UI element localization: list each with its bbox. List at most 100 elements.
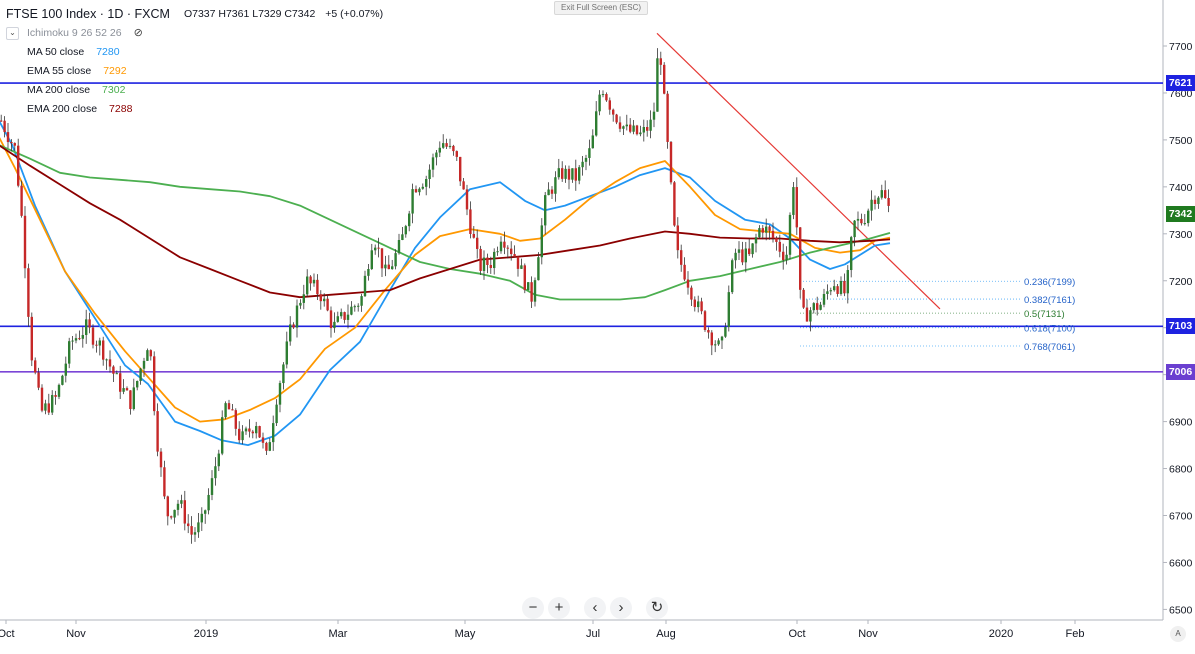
candle-body — [37, 372, 40, 388]
candle-body — [74, 338, 78, 341]
candle-body — [275, 404, 278, 424]
chevron-down-icon[interactable]: ⌄ — [6, 27, 19, 40]
candle-body — [384, 264, 387, 269]
candle-body — [340, 312, 343, 317]
candle-body — [61, 375, 64, 385]
candle-body — [499, 241, 503, 252]
candle-body — [10, 142, 13, 144]
candle-body — [710, 332, 713, 346]
indicator-row[interactable]: EMA 55 close 7292 — [6, 62, 383, 81]
reset-chart-button[interactable]: ↻ — [646, 597, 668, 619]
candle-body — [833, 286, 836, 291]
candle-body — [91, 327, 95, 345]
candle-body — [306, 276, 309, 295]
candle-body — [686, 279, 690, 288]
candle-body — [578, 167, 581, 181]
candle-body — [618, 122, 622, 129]
candle-body — [561, 168, 564, 179]
candle-body — [142, 360, 146, 369]
price-tick-label: 7300 — [1169, 229, 1193, 241]
candle-body — [108, 359, 112, 367]
price-badge: 7006 — [1166, 363, 1195, 380]
fibonacci-levels: 0.236(7199) 0.382(7161) 0.5(7131) 0.618(710… — [800, 277, 1075, 353]
candle-body — [88, 319, 91, 328]
candle-body — [323, 298, 326, 302]
candle-body — [873, 199, 877, 204]
candle-body — [625, 124, 628, 127]
candle-body — [170, 516, 173, 518]
candle-body — [414, 189, 418, 193]
scroll-left-button[interactable]: ‹ — [584, 597, 606, 619]
change-value: +5 (+0.07%) — [325, 8, 384, 20]
candle-body — [397, 240, 401, 254]
candle-body — [856, 218, 860, 221]
ichimoku-row[interactable]: ⌄ Ichimoku 9 26 52 26 ⊘ — [6, 24, 383, 43]
indicator-row[interactable]: EMA 200 close 7288 — [6, 100, 383, 119]
candle-body — [377, 247, 380, 249]
candle-body — [608, 100, 611, 110]
candle-body — [316, 279, 319, 295]
eye-slash-icon[interactable]: ⊘ — [133, 27, 143, 39]
candle-body — [387, 264, 390, 270]
zoom-out-button[interactable]: − — [522, 597, 544, 619]
candle-body — [659, 58, 662, 65]
candle-body — [459, 156, 462, 182]
candle-body — [663, 64, 666, 94]
candle-body — [639, 132, 642, 135]
indicator-value: 7288 — [109, 103, 133, 115]
fib-label: 0.618(7100) — [1024, 324, 1075, 335]
candle-body — [272, 423, 275, 443]
candle-body — [302, 294, 305, 303]
candle-body — [115, 373, 118, 375]
candle-body — [156, 411, 159, 452]
ma-line — [0, 120, 891, 446]
indicator-row[interactable]: MA 50 close 7280 — [6, 43, 383, 62]
candle-body — [680, 250, 683, 265]
candle-body — [540, 225, 543, 258]
candle-body — [255, 426, 258, 434]
candle-body — [146, 350, 149, 361]
candle-body — [78, 338, 81, 340]
candle-body — [132, 387, 135, 410]
candle-body — [122, 388, 125, 392]
candle-body — [788, 214, 792, 255]
exit-fullscreen-button[interactable]: Exit Full Screen (ESC) — [554, 1, 649, 15]
candle-body — [530, 282, 533, 302]
candle-body — [125, 388, 129, 391]
navigation-toolbar: − + ‹ › ↻ — [522, 597, 668, 619]
candle-body — [595, 111, 598, 136]
candle-body — [469, 209, 472, 234]
auto-scale-button[interactable]: A — [1170, 626, 1186, 642]
candle-body — [870, 199, 873, 211]
trendline — [656, 32, 941, 310]
resistance-trendline — [656, 32, 941, 310]
zoom-in-button[interactable]: + — [548, 597, 570, 619]
price-tick-label: 6800 — [1169, 464, 1193, 476]
symbol-title: FTSE 100 Index · 1D · FXCM — [6, 7, 170, 21]
candle-body — [30, 316, 33, 361]
time-tick-label: May — [455, 628, 476, 640]
candle-body — [822, 293, 826, 305]
candle-body — [717, 340, 720, 345]
candle-body — [850, 237, 853, 271]
candle-body — [836, 286, 839, 294]
candle-body — [204, 510, 207, 514]
candle-body — [452, 145, 455, 152]
time-tick-label: Feb — [1066, 628, 1085, 640]
candle-body — [333, 321, 336, 329]
ma-line — [0, 137, 891, 423]
candle-body — [193, 532, 197, 535]
candle-body — [771, 230, 775, 239]
candle-body — [816, 303, 819, 310]
scroll-right-button[interactable]: › — [610, 597, 632, 619]
candle-body — [520, 265, 523, 269]
candle-body — [350, 306, 353, 315]
candle-body — [537, 257, 540, 281]
price-tick-label: 7700 — [1169, 41, 1193, 53]
indicator-row[interactable]: MA 200 close 7302 — [6, 81, 383, 100]
price-badge: 7342 — [1166, 206, 1195, 223]
candle-body — [768, 226, 771, 231]
ichimoku-label: Ichimoku 9 26 52 26 — [27, 27, 122, 39]
